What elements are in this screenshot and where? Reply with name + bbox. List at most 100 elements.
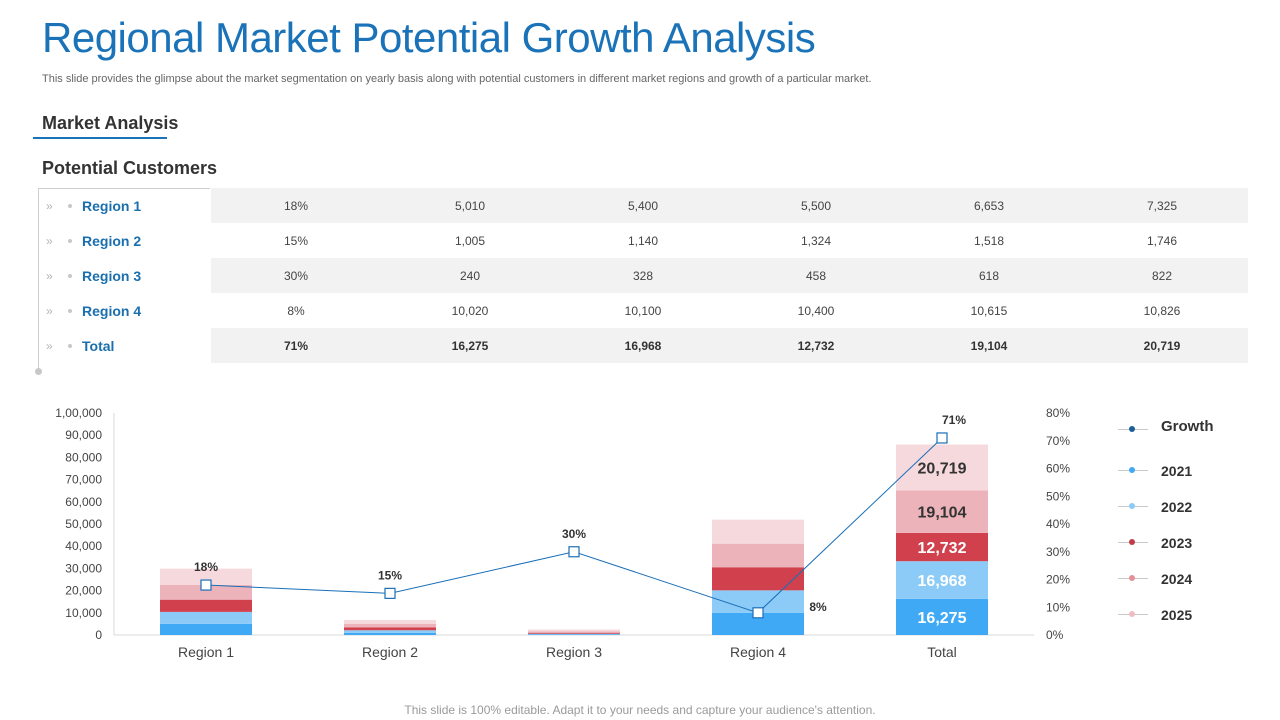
- y-tick-label: 90,000: [65, 428, 102, 442]
- table-cell: 71%: [283, 338, 309, 353]
- table-cell: 7,325: [1146, 198, 1178, 213]
- table-row-total: » Total 71% 16,275 16,968 12,732 19,104 20,719: [40, 328, 1248, 363]
- legend-item-growth: Growth: [1116, 418, 1266, 440]
- y-tick-label: 1,00,000: [55, 406, 102, 420]
- growth-point-marker: [200, 579, 212, 591]
- table-cell: 8%: [287, 303, 305, 318]
- bar-data-label: 16,275: [918, 610, 967, 627]
- growth-data-label: 18%: [194, 560, 218, 574]
- column-header-2024: 2024: [970, 158, 1012, 178]
- bar-region-2-2024: [344, 623, 436, 628]
- table-top-line: [38, 188, 210, 189]
- market-chart: 0 10,000 20,000 30,000 40,000 50,000 60,000 70,…: [55, 406, 1070, 660]
- legend-label: 2021: [1161, 463, 1193, 479]
- table-cell: 6,653: [973, 198, 1005, 213]
- bar-region-3-2022: [528, 633, 620, 635]
- table-cell: 5,500: [800, 198, 832, 213]
- bar-region-1-2023: [160, 599, 252, 612]
- table-cell: 12,732: [797, 338, 835, 353]
- bullet-dot-icon: [68, 308, 72, 313]
- bar-region-4-2021: [712, 612, 804, 635]
- column-header-2021: 2021: [451, 158, 493, 178]
- table-row: » Region 2 15% 1,005 1,140 1,324 1,518 1,746: [40, 223, 1248, 258]
- bar-region-4-2023: [712, 567, 804, 591]
- legend-label: 2024: [1161, 571, 1193, 587]
- table-row-header: Potential Customers: [42, 158, 218, 178]
- growth-data-label: 30%: [562, 527, 586, 541]
- table-cell: 1,005: [454, 233, 486, 248]
- bullet-dot-icon: [68, 273, 72, 278]
- table-cell: 5,010: [454, 198, 486, 213]
- bar-region-1-2021: [160, 623, 252, 635]
- column-header-2025: 2025: [1143, 158, 1185, 178]
- bar-region-1-2025: [160, 568, 252, 585]
- y2-tick-label: 60%: [1046, 462, 1070, 476]
- bar-region-1-2022: [160, 611, 252, 624]
- row-label: » Region 4: [40, 293, 210, 328]
- y2-tick-label: 30%: [1046, 545, 1070, 559]
- row-label: » Total: [40, 328, 210, 363]
- column-header-growth: Growth: [261, 158, 325, 178]
- legend-marker-icon: [1129, 467, 1135, 473]
- legend-marker-icon: [1129, 539, 1135, 545]
- bar-region-1-2024: [160, 584, 252, 600]
- growth-data-label: 8%: [809, 600, 827, 614]
- legend-item-2025: 2025: [1116, 605, 1266, 625]
- table-cell: 618: [978, 268, 1000, 283]
- chevron-icon: »: [46, 303, 53, 318]
- growth-data-label: 71%: [942, 413, 966, 427]
- table-cell: 10,400: [797, 303, 835, 318]
- table-cell: 30%: [283, 268, 309, 283]
- table-cell: 15%: [283, 233, 309, 248]
- footer-note: This slide is 100% editable. Adapt it to…: [404, 703, 876, 717]
- legend-marker-icon: [1129, 503, 1135, 509]
- row-label: » Region 1: [40, 188, 210, 223]
- y-tick-label: 20,000: [65, 584, 102, 598]
- row-label-text: Region 1: [82, 197, 142, 214]
- market-table: » Region 1 18% 5,010 5,400 5,500 6,653 7,325 » Re…: [40, 188, 1248, 363]
- table-row: » Region 4 8% 10,020 10,100 10,400 10,615 10,82…: [40, 293, 1248, 328]
- table-cell: 20,719: [1143, 338, 1181, 353]
- legend-label: 2023: [1161, 535, 1193, 551]
- table-cell: 1,746: [1146, 233, 1178, 248]
- bar-total-2021: [896, 598, 988, 635]
- table-cell: 16,275: [451, 338, 489, 353]
- x-tick-label: Region 2: [362, 644, 418, 660]
- bar-region-3-2024: [528, 631, 620, 633]
- table-cell: 1,518: [973, 233, 1005, 248]
- bar-region-2-2022: [344, 630, 436, 633]
- bar-region-3-2021: [528, 634, 620, 635]
- table-cell: 19,104: [970, 338, 1008, 353]
- table-cell: 10,100: [624, 303, 662, 318]
- y-tick-label: 0: [95, 628, 102, 642]
- bar-region-2-2023: [344, 627, 436, 631]
- chevron-icon: »: [46, 338, 53, 353]
- y-tick-label: 70,000: [65, 473, 102, 487]
- chevron-icon: »: [46, 198, 53, 213]
- legend-item-2022: 2022: [1116, 497, 1266, 517]
- y-tick-label: 60,000: [65, 495, 102, 509]
- page-title: Regional Market Potential Growth Analysi…: [42, 14, 816, 61]
- legend-item-2024: 2024: [1116, 569, 1266, 589]
- x-tick-label: Total: [927, 644, 957, 660]
- row-label: » Region 3: [40, 258, 210, 293]
- y2-tick-label: 80%: [1046, 406, 1070, 420]
- legend-item-2023: 2023: [1116, 533, 1266, 553]
- bar-total-2024: [896, 490, 988, 533]
- row-label-text: Region 4: [82, 302, 142, 319]
- bar-data-label: 20,719: [918, 461, 967, 478]
- y-tick-label: 40,000: [65, 539, 102, 553]
- legend-marker-icon: [1129, 575, 1135, 581]
- bar-total-2022: [896, 561, 988, 599]
- y-tick-label: 50,000: [65, 517, 102, 531]
- bar-data-label: 12,732: [918, 540, 967, 557]
- growth-line: [205, 437, 943, 614]
- x-tick-label: Region 1: [178, 644, 234, 660]
- column-header-2022: 2022: [624, 158, 666, 178]
- table-cell: 1,324: [800, 233, 832, 248]
- bar-total-2023: [896, 532, 988, 562]
- legend-label: 2025: [1161, 607, 1193, 623]
- growth-point-marker: [936, 432, 948, 444]
- chevron-icon: »: [46, 233, 53, 248]
- section-title: Market Analysis: [42, 113, 179, 133]
